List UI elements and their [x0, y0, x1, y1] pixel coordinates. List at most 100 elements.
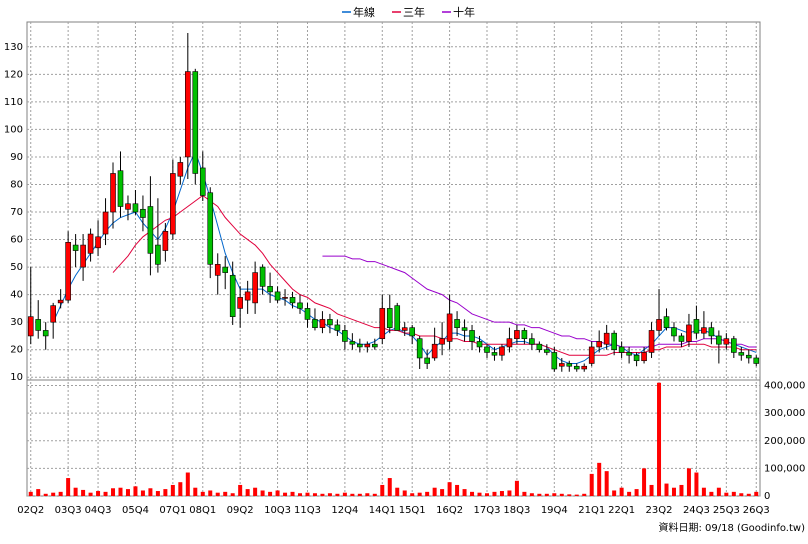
volume-bar — [342, 492, 347, 496]
x-tick-label: 15Q1 — [399, 505, 426, 516]
candle-body — [252, 272, 258, 304]
candle-body — [416, 338, 423, 359]
y-tick-label: 30 — [10, 317, 23, 328]
volume-bar — [612, 490, 617, 496]
volume-bar — [746, 493, 751, 496]
volume-bar — [537, 493, 542, 496]
candle-body — [185, 71, 191, 158]
volume-bar — [529, 493, 534, 496]
volume-bar — [283, 492, 288, 496]
candle-body — [499, 346, 505, 356]
candle-body — [686, 324, 692, 342]
volume-bar — [268, 491, 273, 496]
volume-bar — [223, 491, 228, 496]
candle-body — [491, 352, 498, 356]
volume-bar — [320, 493, 325, 496]
candle-body — [35, 319, 42, 331]
volume-bar — [245, 489, 250, 496]
y-tick-label: 20 — [10, 345, 23, 356]
candle-body — [566, 363, 573, 367]
volume-bar — [238, 484, 243, 496]
candle-body — [431, 343, 438, 359]
candle-body — [65, 242, 71, 301]
volume-bar — [522, 491, 527, 496]
candle-body — [342, 330, 348, 342]
volume-bar — [305, 492, 310, 496]
volume-bar — [230, 493, 235, 496]
candle-body — [214, 264, 221, 276]
candle-body — [207, 192, 214, 265]
volume-bar — [619, 487, 624, 496]
volume-bar — [709, 491, 714, 496]
candle-body — [753, 357, 760, 364]
candle-body — [469, 330, 475, 342]
volume-bar — [499, 491, 504, 496]
volume-bar — [253, 487, 258, 496]
x-tick-label: 04Q3 — [85, 505, 112, 516]
volume-bar — [589, 473, 594, 496]
volume-bar — [365, 493, 370, 496]
volume-bar — [664, 483, 669, 496]
candle-body — [514, 330, 520, 339]
candle-body — [57, 299, 64, 304]
volume-bar — [417, 492, 422, 496]
ma-line — [322, 255, 757, 348]
volume-bar — [455, 484, 460, 496]
candle-body — [678, 335, 685, 342]
y-tick-label: 90 — [10, 152, 23, 163]
volume-bar — [754, 491, 759, 496]
candle-body — [409, 327, 415, 337]
candle-body — [42, 330, 49, 337]
volume-bar — [440, 489, 445, 496]
candle-body — [334, 324, 341, 331]
volume-bar — [597, 462, 602, 496]
candle-body — [274, 291, 281, 301]
x-tick-label: 25Q3 — [713, 505, 740, 516]
volume-bar — [215, 492, 220, 496]
y-tick-label: 50 — [10, 262, 23, 273]
candle-body — [289, 297, 296, 304]
x-tick-label: 19Q4 — [541, 505, 568, 516]
volume-bar — [118, 487, 123, 496]
volume-bar — [350, 493, 355, 496]
volume-bar — [163, 489, 168, 496]
candle-body — [573, 365, 580, 370]
candle-body — [357, 343, 363, 348]
volume-bar — [81, 489, 86, 496]
candle-body — [117, 170, 124, 207]
y2-tick-label: 100,000 — [764, 463, 805, 474]
source-note: 資料日期: 09/18 (Goodinfo.tw) — [658, 521, 805, 534]
candle-body — [723, 338, 730, 345]
y-tick-label: 120 — [4, 69, 23, 80]
volume-bar — [36, 489, 41, 496]
candle-body — [95, 236, 101, 249]
volume-bar — [327, 493, 332, 496]
candle-body — [641, 352, 647, 362]
y2-tick-label: 0 — [764, 491, 770, 502]
candle-body — [596, 341, 602, 348]
volume-bar — [410, 493, 415, 496]
volume-bar — [88, 492, 93, 496]
volume-bar — [111, 488, 116, 496]
candle-body — [446, 313, 453, 342]
volume-bar — [739, 493, 744, 496]
candle-body — [379, 308, 386, 339]
volume-bar — [649, 484, 654, 496]
volume-bar — [694, 472, 699, 496]
y2-tick-label: 300,000 — [764, 408, 805, 419]
candle-body — [170, 173, 176, 235]
volume-bar — [372, 493, 377, 496]
volume-bar — [395, 487, 400, 496]
volume-bar — [514, 480, 519, 496]
candle-body — [401, 327, 408, 331]
candle-body — [162, 230, 169, 251]
candle-body — [237, 297, 243, 309]
candle-body — [244, 291, 251, 301]
candle-body — [259, 266, 266, 287]
candle-body — [50, 305, 56, 323]
x-tick-label: 21Q1 — [578, 505, 605, 516]
x-tick-label: 09Q2 — [227, 505, 254, 516]
x-tick-label: 26Q3 — [743, 505, 770, 516]
candle-body — [506, 338, 513, 348]
